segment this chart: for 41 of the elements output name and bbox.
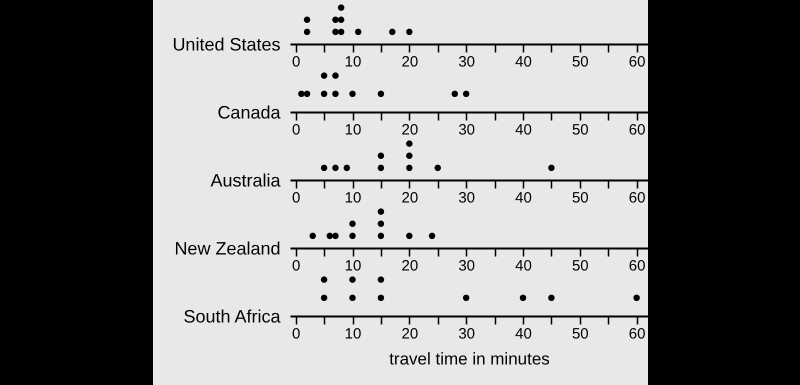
x-tick-label: 10 [344,258,362,274]
x-tick-label: 20 [401,326,418,342]
x-tick-label: 50 [572,326,589,342]
x-tick-label: 40 [515,258,532,274]
x-tick-label: 40 [515,122,532,138]
x-tick-label: 30 [458,54,476,70]
x-tick-label: 10 [344,326,362,342]
x-tick-label: 20 [401,190,418,206]
x-tick-label: 0 [292,326,300,342]
x-tick-label: 60 [628,258,646,274]
x-tick-label: 20 [401,54,418,70]
x-tick-label: 30 [458,122,476,138]
x-tick-label: 0 [292,122,300,138]
x-tick-label: 20 [401,122,418,138]
x-tick-label: 30 [458,190,476,206]
x-tick-label: 50 [572,190,589,206]
x-tick-label: 30 [458,326,476,342]
x-tick-label: 0 [292,258,300,274]
y-axis-title: New Zealand [174,238,280,258]
y-axis-title: Australia [210,170,282,190]
x-tick-label: 40 [515,190,532,206]
x-tick-label: 40 [515,54,532,70]
y-axis-title: South Africa [183,306,282,326]
x-tick-label: 30 [458,258,476,274]
x-axis-title: travel time in minutes [389,350,550,368]
y-axis-title: Canada [217,102,282,122]
x-tick-label: 50 [572,122,589,138]
x-tick-label: 60 [628,326,646,342]
x-tick-label: 10 [344,54,362,70]
x-tick-label: 60 [628,54,646,70]
x-tick-label: 40 [515,326,532,342]
x-tick-label: 0 [292,54,300,70]
x-tick-label: 50 [572,54,589,70]
x-tick-label: 0 [292,190,300,206]
x-tick-label: 10 [344,190,362,206]
x-tick-label: 20 [401,258,418,274]
x-tick-label: 60 [628,190,646,206]
y-axis-title: United States [172,34,280,54]
x-tick-label: 10 [344,122,362,138]
x-tick-label: 50 [572,258,589,274]
x-tick-label: 60 [628,122,646,138]
